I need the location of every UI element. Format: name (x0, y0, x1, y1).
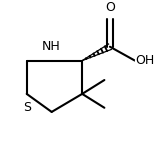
Text: NH: NH (42, 40, 60, 53)
Text: O: O (105, 1, 115, 14)
Circle shape (20, 101, 34, 115)
Circle shape (136, 52, 154, 70)
Circle shape (103, 1, 117, 15)
Text: S: S (23, 101, 31, 114)
Text: OH: OH (135, 54, 154, 67)
Circle shape (41, 37, 61, 56)
